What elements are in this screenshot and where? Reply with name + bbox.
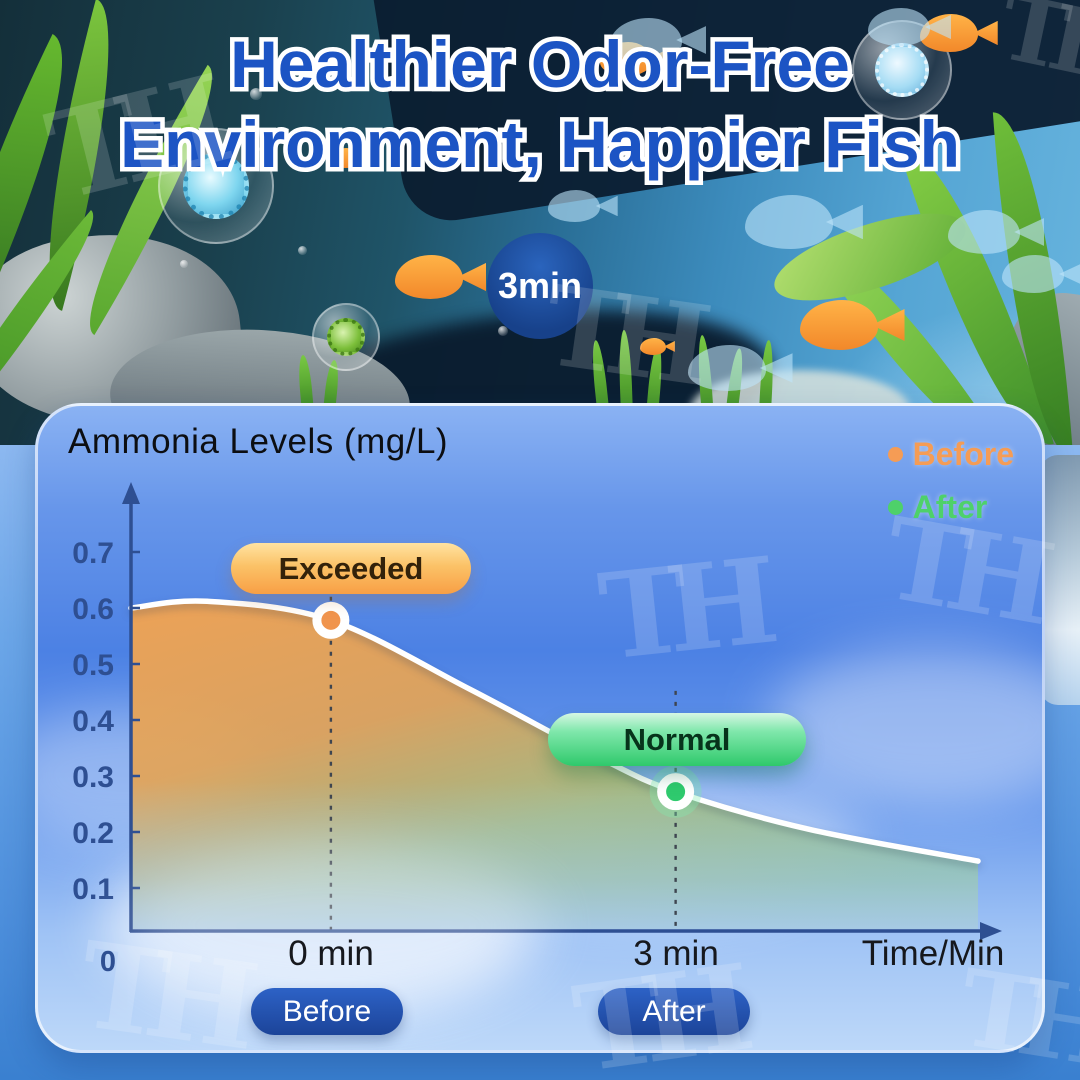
time-badge: 3min [487, 233, 593, 339]
chart-title: Ammonia Levels (mg/L) [68, 422, 449, 461]
guide-lines [329, 596, 677, 931]
bubble-icon [428, 156, 436, 164]
page-title-line1: Healthier Odor-Free [230, 27, 850, 101]
before-legend-dot-icon [887, 447, 903, 462]
legend-item-after: After [887, 489, 988, 526]
before-point [312, 601, 350, 639]
x-axis-title: Time/Min [861, 934, 1005, 973]
page-title-line2-outline: Environment, Happier Fish [116, 103, 965, 186]
bubble-icon [180, 260, 188, 268]
y-tick-label: 0.4 [72, 705, 114, 738]
fish-icon [868, 8, 930, 46]
algae-bubble-icon [312, 303, 380, 371]
legend-label-before: Before [912, 436, 1014, 472]
normal-badge: Normal [548, 713, 806, 766]
axes [122, 482, 1002, 940]
page-title-line2: Environment, Happier Fish [120, 107, 960, 181]
x-axis-arrow-icon [980, 922, 1002, 940]
fish-icon [640, 338, 666, 355]
page-title-line1-outline: Healthier Odor-Free [226, 23, 855, 106]
bubble-icon [498, 326, 508, 336]
fish-icon [800, 300, 878, 350]
y-tick-label: 0.7 [72, 537, 114, 570]
germ-icon [183, 153, 249, 219]
fish-icon [548, 190, 600, 222]
legend-label-after: After [912, 489, 988, 525]
fish-icon [745, 195, 833, 249]
legend-item-before: Before [887, 436, 1014, 473]
y-tick-label: 0.6 [72, 593, 114, 626]
algae-icon [327, 318, 365, 356]
bubble-icon [706, 128, 716, 138]
y-axis-arrow-icon [122, 482, 140, 504]
germ-icon [875, 43, 929, 97]
chart-panel: 0.7 0.6 0.5 0.4 0.3 0.2 0.1 Ammonia Levels (mg… [35, 403, 1045, 1053]
area-series-line [128, 598, 981, 864]
y-tick-label: 0.5 [72, 649, 114, 682]
after-point [657, 773, 695, 811]
fish-icon [1002, 255, 1064, 293]
rock-icon [1040, 455, 1080, 705]
cloud-decoration [128, 846, 548, 1006]
exceeded-badge: Exceeded [231, 543, 471, 594]
after-legend-dot-icon [887, 500, 903, 515]
bubble-icon [250, 88, 262, 100]
before-button: Before [251, 988, 403, 1035]
bubble-icon [298, 246, 307, 255]
area-series-fade [131, 600, 978, 929]
y-tick-label: 0.2 [72, 817, 114, 850]
ammonia-level-chart: 0.7 0.6 0.5 0.4 0.3 0.2 0.1 [72, 482, 1002, 940]
y-tick-label: 0.3 [72, 761, 114, 794]
data-point-markers [312, 601, 702, 818]
legend: Before After [887, 436, 1014, 526]
y-tick-label: 0.1 [72, 873, 114, 906]
fish-icon [395, 255, 463, 299]
fish-icon [610, 18, 682, 62]
x-tick-label-3min: 3 min [633, 934, 719, 973]
aquarium-scene [0, 0, 1080, 445]
after-button: After [598, 988, 750, 1035]
x-tick-label-0min: 0 min [288, 934, 374, 973]
fish-icon [330, 148, 360, 168]
fish-icon [948, 210, 1020, 254]
page-title: Healthier Odor-Free Healthier Odor-Free … [0, 23, 1080, 186]
y-tick-labels: 0.7 0.6 0.5 0.4 0.3 0.2 0.1 [72, 537, 114, 906]
fish-icon [688, 345, 766, 391]
cloud-decoration [768, 646, 1042, 806]
origin-label: 0 [99, 946, 117, 978]
germ-bubble-icon [158, 128, 274, 244]
